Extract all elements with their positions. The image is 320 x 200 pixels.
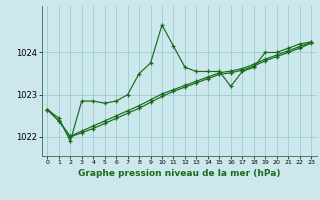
X-axis label: Graphe pression niveau de la mer (hPa): Graphe pression niveau de la mer (hPa) — [78, 169, 280, 178]
